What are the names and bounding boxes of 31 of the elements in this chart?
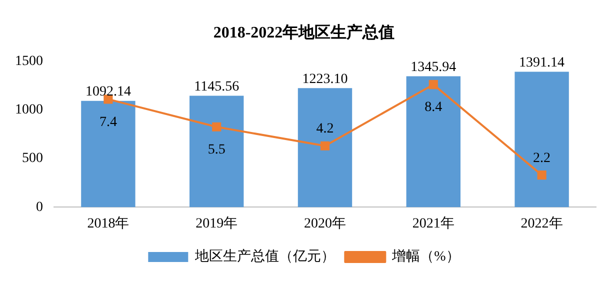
bar <box>81 100 136 208</box>
legend-label: 地区生产总值（亿元） <box>194 248 336 265</box>
x-tick-label: 2019年 <box>196 215 238 232</box>
bar <box>298 88 352 208</box>
data-label: 1391.14 <box>519 55 565 70</box>
y-tick-label: 1000 <box>15 102 43 118</box>
data-label: 1223.10 <box>302 72 348 87</box>
x-tick-label: 2020年 <box>304 215 346 232</box>
data-label: 2.2 <box>533 150 551 166</box>
legend-label: 增幅（%） <box>391 248 460 265</box>
y-tick-label: 0 <box>36 200 43 215</box>
bar <box>514 72 569 208</box>
bar <box>190 96 244 208</box>
bar <box>406 76 460 208</box>
point <box>320 141 330 150</box>
data-label: 7.4 <box>99 114 117 130</box>
data-label: 1145.56 <box>194 79 240 94</box>
point <box>428 80 438 90</box>
chart-title: 2018-2022年地区生产总值 <box>213 24 395 42</box>
y-tick-label: 1500 <box>15 54 43 69</box>
data-label: 4.2 <box>316 122 334 137</box>
data-label: 5.5 <box>208 142 226 158</box>
data-label: 1345.94 <box>410 60 456 75</box>
point <box>212 122 222 132</box>
point <box>537 170 546 180</box>
x-tick-label: 2021年 <box>412 215 454 232</box>
x-tick-label: 2022年 <box>520 215 563 232</box>
data-label: 1092.14 <box>85 84 131 100</box>
x-tick-label: 2018年 <box>87 215 130 232</box>
data-label: 8.4 <box>424 100 442 116</box>
y-tick-label: 500 <box>22 151 43 166</box>
